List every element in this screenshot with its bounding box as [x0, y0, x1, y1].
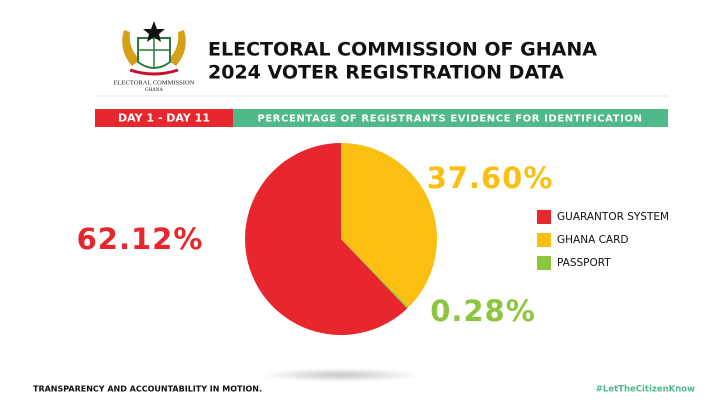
title: 2024 VOTER REGISTRATION DATA — [208, 62, 564, 84]
subtitle: PERCENTAGE OF REGISTRANTS EVIDENCE FOR I… — [257, 114, 642, 125]
legend-label: PASSPORT — [557, 257, 611, 269]
hashtag: #LetTheCitizenKnow — [596, 385, 695, 395]
legend-swatch — [537, 256, 551, 270]
shadow — [261, 368, 421, 382]
legend-swatch — [537, 233, 551, 247]
legend-label: GHANA CARD — [557, 234, 629, 246]
value-label: 62.12% — [77, 222, 204, 256]
title: ELECTORAL COMMISSION OF GHANA — [208, 39, 597, 61]
pie-slice — [245, 143, 408, 335]
logo-text: ELECTORAL COMMISSION — [114, 79, 195, 86]
period: DAY 1 - DAY 11 — [118, 112, 210, 125]
value-label: 37.60% — [427, 161, 554, 195]
legend-label: GUARANTOR SYSTEM — [557, 211, 669, 223]
tagline: TRANSPARENCY AND ACCOUNTABILITY IN MOTIO… — [33, 385, 262, 394]
pie-slice — [341, 143, 438, 308]
legend-swatch — [537, 210, 551, 224]
logo-text: GHANA — [145, 88, 163, 93]
pie-slice — [341, 239, 409, 309]
subtitle-banner — [233, 109, 668, 127]
value-label: 0.28% — [430, 294, 536, 328]
logo — [122, 21, 186, 76]
period-banner — [95, 109, 233, 127]
